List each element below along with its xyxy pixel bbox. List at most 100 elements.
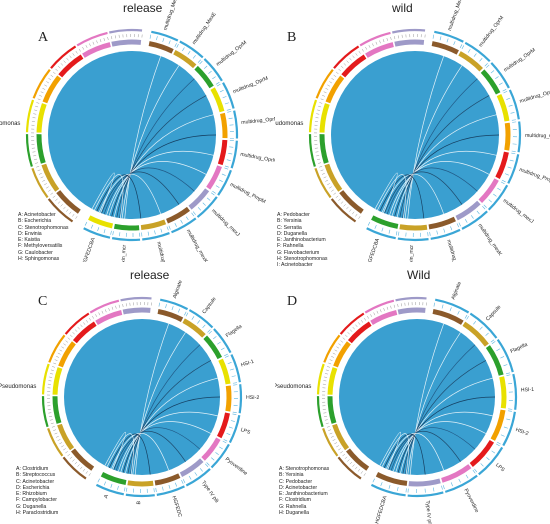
axis-tick [479,58,483,62]
axis-tick [352,464,355,467]
genus-inner-arc [333,341,351,368]
axis-tick [327,183,330,186]
axis-tick [44,84,48,87]
axis-tick [80,324,83,328]
gene-inner-arc [201,437,221,461]
axis-tick [327,84,331,87]
axis-tick [343,63,347,66]
gene-inner-arc [455,200,481,221]
axis-tick [376,310,379,314]
axis-tick [213,336,217,340]
axis-tick [501,179,506,183]
axis-tick [197,207,202,211]
axis-tick [232,382,237,384]
axis-tick [490,70,495,74]
axis-tick [36,166,40,168]
axis-tick [72,53,75,56]
axis-tick [35,105,39,108]
chord-core [48,51,216,219]
axis-tick [36,102,40,104]
axis-tick [352,211,355,215]
genus-inner-arc [70,448,95,471]
axis-tick [457,310,460,315]
axis-tick [386,37,388,41]
gene-label: RGFEDCBA [81,237,97,262]
genus-outer-arc [316,396,324,428]
panel-d: D Wild Alginate Capsule Flagella HSI-1 HSI-2… [275,262,550,524]
axis-tick [208,70,212,74]
axis-tick [215,82,220,85]
gene-label: Capsule [201,296,217,315]
axis-tick [358,322,361,325]
chord-ribbon [384,171,463,214]
axis-tick [315,151,319,153]
axis-tick [329,81,333,84]
axis-tick [55,198,58,201]
gene-inner-arc [182,318,206,338]
legend-item: G: Caulobacter [18,249,53,256]
axis-tick [461,45,465,50]
axis-tick [465,474,469,479]
legend-item: I: Acinetobacter [277,262,313,269]
chord-ribbon [106,433,134,475]
axis-tick [328,362,332,365]
gene-inner-arc [499,376,507,409]
axis-tick [340,451,343,454]
axis-tick [38,173,42,175]
axis-tick [168,225,171,230]
legend: A: Acinetobacter B: Escherichia C: Stenotr… [18,212,68,262]
axis-tick [202,202,206,206]
axis-tick [510,112,515,114]
axis-tick [483,204,487,208]
axis-tick [97,227,100,232]
axis-tick [317,158,321,161]
genus-outer-arc [25,99,35,133]
genus-outer-arc [359,31,391,47]
axis-tick [427,232,429,237]
axis-tick [432,487,435,492]
gene-outer-arc [435,298,470,314]
genus-outer-arc [392,28,426,34]
genus-inner-arc [370,309,398,325]
axis-tick [90,224,94,229]
axis-tick [66,57,69,61]
axis-tick [506,418,511,421]
gene-label: multidrug_PmpM [229,182,267,205]
genus-inner-arc [319,103,330,133]
legend-item: G: Rahnella [279,503,307,510]
axis-tick [67,337,71,340]
genus-inner-arc [72,321,97,344]
axis-tick [367,315,370,319]
gene-outer-arc [188,309,214,329]
genus-inner-arc [339,190,364,214]
axis-tick [85,45,88,48]
chord-ribbon [96,174,142,219]
genus-outer-arc [47,198,74,223]
axis-tick [51,366,55,368]
legend-item: E: Rhizobium [16,491,47,498]
legend-item: G: Duganella [16,503,47,510]
axis-tick [72,332,75,335]
panel-letter: C [38,294,48,309]
axis-tick [490,339,495,343]
gene-label: IHGFEDCBA [366,237,382,262]
axis-tick [60,63,64,66]
axis-tick [382,39,385,43]
chord-ribbon [94,174,124,219]
genus-inner-arc [347,321,372,344]
gene-outer-arc [230,140,238,169]
panel-title: release [123,1,163,15]
axis-tick [352,326,355,330]
genus-outer-arc [47,428,64,457]
axis-tick [329,432,333,435]
axis-tick [379,40,381,44]
legend: A: Clostridium B: Streptococcus C: Acineto… [16,466,58,516]
axis-tick [166,226,169,231]
axis-tick [349,57,352,61]
axis-tick [491,450,496,454]
genus-outer-arc [41,396,49,428]
gene-outer-arc [125,493,155,498]
genus-outer-arc [314,167,332,199]
axis-tick [162,38,165,43]
chord-ribbon [106,161,207,216]
